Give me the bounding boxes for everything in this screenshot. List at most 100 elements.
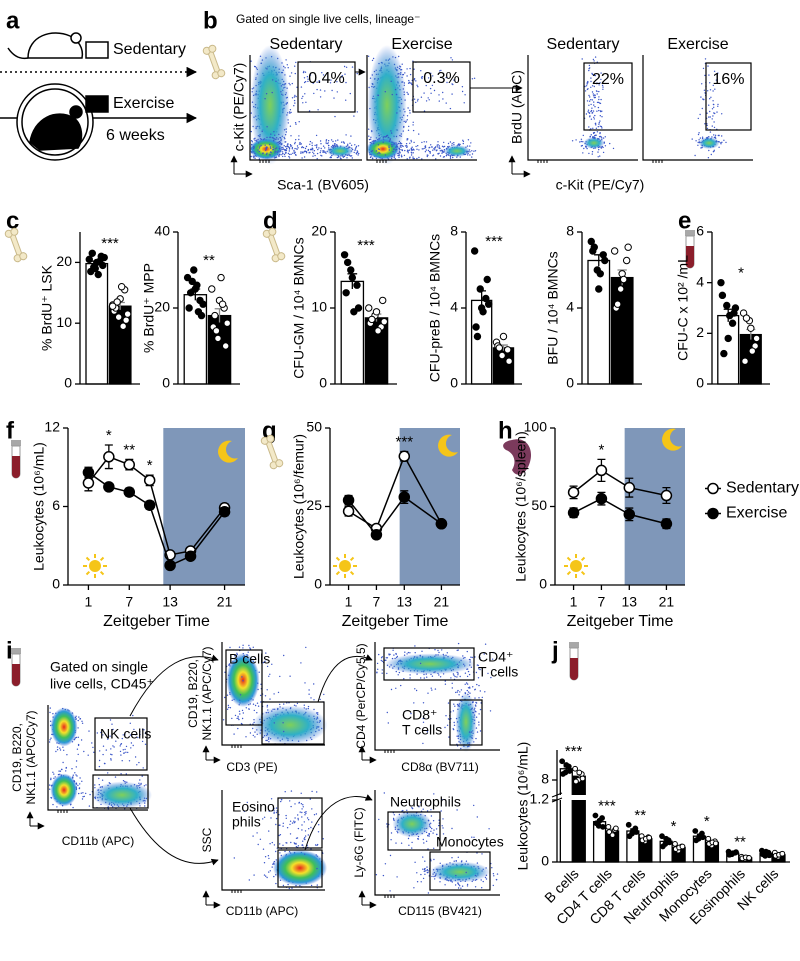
event-dot xyxy=(468,686,471,688)
event-dot xyxy=(592,95,595,97)
event-dot xyxy=(300,143,302,145)
event-dot xyxy=(81,720,83,722)
event-dot xyxy=(226,708,229,710)
data-point xyxy=(499,332,508,341)
event-dot xyxy=(431,827,433,830)
event-dot xyxy=(304,835,307,837)
event-dot xyxy=(434,875,436,877)
event-dot xyxy=(437,141,439,143)
data-point xyxy=(164,559,176,572)
event-dot xyxy=(289,75,291,77)
event-dot xyxy=(424,873,426,875)
event-dot xyxy=(448,736,450,738)
event-dot xyxy=(403,125,405,128)
bone-knob xyxy=(268,227,277,236)
event-dot xyxy=(447,718,450,720)
event-dot xyxy=(368,138,371,141)
event-dot xyxy=(55,750,57,753)
event-dot xyxy=(593,104,595,106)
event-dot xyxy=(423,870,425,873)
event-dot xyxy=(266,665,269,668)
event-dot xyxy=(281,148,283,151)
event-dot xyxy=(89,793,91,796)
data-point xyxy=(622,256,631,265)
event-dot xyxy=(411,807,413,809)
event-dot xyxy=(291,97,294,99)
event-dot xyxy=(305,151,308,153)
gate-percent: 16% xyxy=(712,71,744,88)
event-dot xyxy=(279,675,281,678)
data-point xyxy=(612,825,619,832)
event-dot xyxy=(240,722,243,725)
event-dot xyxy=(435,158,437,160)
event-dot xyxy=(282,825,284,827)
event-dot xyxy=(253,151,255,153)
event-dot xyxy=(404,149,406,152)
event-dot xyxy=(444,680,446,682)
significance: * xyxy=(738,265,744,282)
event-dot xyxy=(482,880,484,883)
panel-title: Gated on single xyxy=(50,659,148,675)
event-dot xyxy=(290,145,292,147)
event-dot xyxy=(587,111,589,113)
event-dot xyxy=(139,779,141,781)
event-dot xyxy=(462,139,464,141)
event-dot xyxy=(327,142,329,144)
data-point xyxy=(699,834,706,841)
data-point xyxy=(567,507,580,519)
event-dot xyxy=(588,100,591,102)
event-dot xyxy=(375,874,378,876)
event-dot xyxy=(129,722,131,724)
event-dot xyxy=(85,792,87,795)
event-dot xyxy=(318,824,320,826)
event-dot xyxy=(301,816,303,818)
event-dot xyxy=(305,101,307,104)
event-dot xyxy=(376,662,379,665)
event-dot xyxy=(125,745,128,748)
event-dot xyxy=(403,154,406,157)
event-dot xyxy=(322,151,324,153)
density-core xyxy=(92,781,152,809)
event-dot xyxy=(373,142,375,145)
event-dot xyxy=(256,712,258,714)
event-dot xyxy=(287,67,289,69)
sun-icon xyxy=(83,554,107,578)
event-dot xyxy=(144,743,147,745)
event-dot xyxy=(451,93,453,95)
event-dot xyxy=(441,152,443,154)
event-dot xyxy=(245,707,247,709)
data-point xyxy=(623,481,636,494)
event-dot xyxy=(430,860,432,862)
event-dot xyxy=(356,150,358,152)
event-dot xyxy=(325,152,327,154)
event-dot xyxy=(602,88,604,91)
data-point xyxy=(122,316,130,324)
event-dot xyxy=(273,131,275,133)
axis-label: Ly-6G (FITC) xyxy=(352,807,366,877)
axis-label: CD19, B220, xyxy=(10,723,24,792)
event-dot xyxy=(128,760,131,762)
x-axis-label: Zeitgeber Time xyxy=(342,613,449,630)
event-dot xyxy=(294,803,296,805)
event-dot xyxy=(269,698,271,700)
data-point xyxy=(348,273,357,282)
event-dot xyxy=(452,673,455,675)
data-point xyxy=(378,296,387,305)
event-dot xyxy=(395,149,397,151)
event-dot xyxy=(298,801,301,804)
event-dot xyxy=(124,748,126,751)
event-dot xyxy=(712,115,714,117)
event-dot xyxy=(706,127,709,130)
event-dot xyxy=(395,687,397,689)
event-dot xyxy=(294,143,296,145)
event-dot xyxy=(425,840,428,842)
event-dot xyxy=(423,677,425,679)
event-dot xyxy=(590,86,592,89)
panel-label: j xyxy=(551,637,559,664)
event-dot xyxy=(473,150,475,152)
bone-knob xyxy=(10,227,19,236)
panel-title: live cells, CD45⁺ xyxy=(50,676,154,692)
event-dot xyxy=(373,139,375,142)
event-dot xyxy=(425,149,427,151)
event-dot xyxy=(435,150,438,152)
